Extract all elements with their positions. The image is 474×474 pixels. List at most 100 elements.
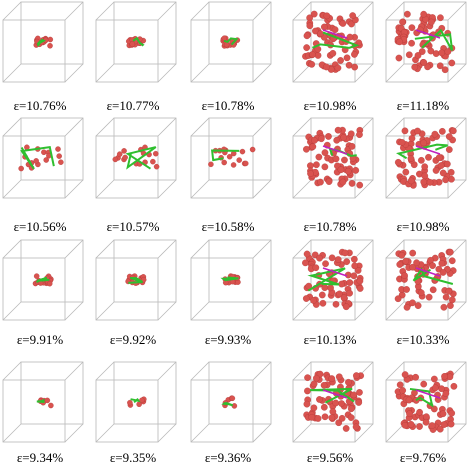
snapshot: ε=9.36% xyxy=(190,361,272,465)
snapshot: ε=10.98% xyxy=(385,117,467,234)
cube-edge xyxy=(157,301,177,321)
atom xyxy=(342,303,350,311)
atom xyxy=(439,410,447,418)
atom xyxy=(421,163,429,171)
cube-edge xyxy=(292,179,312,199)
dislocation xyxy=(36,38,46,47)
atom xyxy=(336,290,343,298)
atom xyxy=(356,181,364,189)
atom xyxy=(310,297,317,304)
cube-back xyxy=(310,361,374,425)
atom xyxy=(353,372,360,379)
strain-label: ε=9.76% xyxy=(400,450,447,465)
atom xyxy=(341,156,348,164)
cube-edge xyxy=(95,179,115,199)
atom xyxy=(356,277,364,285)
snapshot: ε=10.57% xyxy=(95,117,177,234)
atom xyxy=(409,249,417,257)
cube-back xyxy=(208,1,272,65)
atom xyxy=(405,396,413,404)
strain-label: ε=10.76% xyxy=(14,98,67,113)
atom xyxy=(307,170,314,177)
atom xyxy=(345,378,352,386)
atom xyxy=(435,154,443,161)
cube-edge xyxy=(190,117,210,137)
atom xyxy=(47,43,53,49)
atom xyxy=(320,381,328,389)
atom xyxy=(405,51,413,59)
atom xyxy=(352,423,360,431)
atom xyxy=(355,399,363,406)
cube-edge xyxy=(2,239,22,259)
cube-edge xyxy=(447,63,467,83)
atom xyxy=(450,382,458,390)
atom xyxy=(409,299,416,307)
atom xyxy=(303,400,311,408)
cube-edge xyxy=(64,179,84,199)
atom xyxy=(447,420,455,428)
atom xyxy=(442,176,449,184)
dislocation xyxy=(130,398,141,404)
atom xyxy=(325,133,332,140)
cube-front xyxy=(2,379,66,443)
atom xyxy=(223,41,230,48)
atom xyxy=(304,387,311,395)
atom xyxy=(306,22,314,30)
atom xyxy=(351,262,359,270)
atom xyxy=(334,256,342,263)
atom xyxy=(408,134,416,142)
atom xyxy=(396,381,404,389)
atom xyxy=(313,374,320,382)
cube-edge xyxy=(385,117,405,137)
strain-label: ε=9.34% xyxy=(17,450,64,465)
atom xyxy=(309,143,317,150)
atom xyxy=(328,375,336,382)
cube-edge xyxy=(354,63,374,83)
atom xyxy=(116,151,123,157)
atom xyxy=(318,291,326,299)
cube-back xyxy=(113,117,177,181)
snapshot: ε=10.56% xyxy=(2,117,84,234)
atom xyxy=(442,293,450,301)
cube-front xyxy=(95,19,159,83)
atom xyxy=(340,134,348,141)
cube-back xyxy=(208,361,272,425)
dislocation xyxy=(125,146,157,170)
atom xyxy=(409,263,416,271)
atom xyxy=(47,36,54,43)
atom xyxy=(420,380,428,388)
atom xyxy=(127,399,133,406)
atom xyxy=(408,24,416,31)
atom xyxy=(401,272,408,279)
atom xyxy=(312,264,320,272)
atom xyxy=(431,130,439,138)
cube-back xyxy=(208,239,272,303)
cube-edge xyxy=(64,301,84,321)
atom xyxy=(236,157,242,163)
snapshot: ε=10.58% xyxy=(190,117,272,234)
atom xyxy=(239,148,246,155)
atom xyxy=(139,397,145,403)
atom xyxy=(407,421,415,428)
atom xyxy=(445,287,453,295)
cube-edge xyxy=(292,1,312,21)
atom xyxy=(321,163,329,171)
cube-edge xyxy=(2,179,22,199)
atom xyxy=(431,384,439,392)
dislocation xyxy=(36,398,45,403)
cube-edge xyxy=(2,117,22,137)
atom xyxy=(310,404,318,412)
atom xyxy=(442,390,450,397)
atom xyxy=(421,172,429,180)
cube-front xyxy=(95,257,159,321)
strain-label: ε=11.18% xyxy=(397,98,450,113)
strain-label: ε=10.13% xyxy=(304,332,357,347)
cube-edge xyxy=(447,301,467,321)
snapshot: ε=9.35% xyxy=(95,361,177,465)
strain-label: ε=10.98% xyxy=(304,98,357,113)
snapshot: ε=10.77% xyxy=(95,1,177,113)
atom xyxy=(425,293,433,301)
atom xyxy=(221,159,227,166)
atom xyxy=(398,139,406,146)
atom xyxy=(317,178,324,186)
